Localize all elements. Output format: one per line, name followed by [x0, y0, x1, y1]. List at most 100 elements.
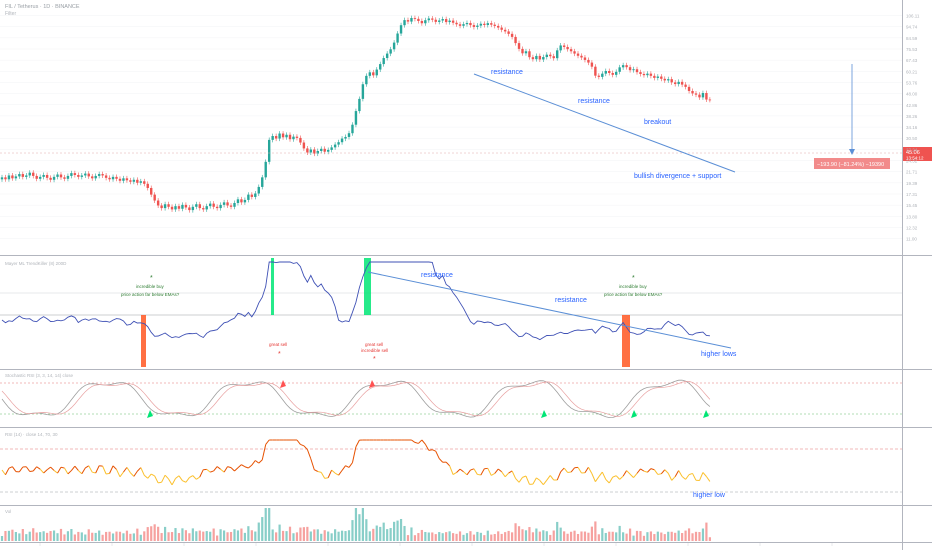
- volume-bar: [209, 532, 211, 541]
- annotation-breakout: breakout: [644, 119, 671, 126]
- candle-body: [296, 137, 298, 138]
- symbol-subtitle: Filter: [5, 11, 16, 17]
- volume-bar: [337, 532, 339, 541]
- volume-bar: [480, 533, 482, 541]
- candle-body: [546, 55, 548, 57]
- candle-body: [417, 19, 419, 21]
- candle-body: [306, 148, 308, 152]
- candle-body: [705, 93, 707, 100]
- volume-bar: [657, 532, 659, 541]
- mayer-buy-2-line1: incredible buy: [619, 284, 648, 289]
- volume-bar: [598, 534, 600, 541]
- candle-body: [535, 56, 537, 59]
- candle-body: [445, 19, 447, 22]
- annotation-resistance-2: resistance: [578, 98, 610, 105]
- price-tick-label: 15.45: [906, 203, 918, 208]
- candle-body: [435, 20, 437, 22]
- volume-bar: [122, 533, 124, 541]
- candle-body: [237, 199, 239, 203]
- volume-bar: [473, 535, 475, 541]
- volume-bar: [32, 528, 34, 541]
- volume-bar: [653, 534, 655, 541]
- candle-body: [407, 20, 409, 21]
- rsi-higher-low: higher low: [693, 492, 726, 499]
- volume-bar: [1, 536, 3, 541]
- candle-body: [240, 199, 242, 202]
- volume-bar: [365, 519, 367, 541]
- price-tick-label: 11.00: [906, 237, 917, 242]
- price-tick-label: 94.74: [906, 25, 918, 30]
- candle-body: [376, 70, 378, 76]
- volume-bar: [532, 532, 534, 541]
- candle-body: [591, 63, 593, 67]
- volume-bar: [688, 528, 690, 541]
- rsi-segment: [477, 474, 480, 475]
- volume-bar: [428, 532, 430, 541]
- volume-bar: [615, 532, 617, 541]
- volume-bar: [584, 532, 586, 541]
- volume-bar: [577, 534, 579, 541]
- volume-bar: [383, 523, 385, 541]
- candle-body: [386, 54, 388, 58]
- candle-body: [441, 19, 443, 20]
- volume-bar: [84, 535, 86, 541]
- volume-bar: [376, 526, 378, 541]
- volume-bar: [605, 533, 607, 541]
- candle-body: [171, 207, 173, 210]
- volume-bar: [567, 534, 569, 541]
- volume-bar: [542, 530, 544, 541]
- price-tick-label: 84.59: [906, 36, 918, 41]
- volume-bar: [154, 524, 156, 541]
- volume-bar: [521, 529, 523, 541]
- mayer-sell-2-marker: *: [373, 356, 376, 363]
- volume-bar: [626, 534, 628, 541]
- volume-bar: [112, 533, 114, 541]
- volume-bar: [8, 531, 10, 541]
- volume-bar: [556, 522, 558, 541]
- volume-bar: [379, 527, 381, 541]
- volume-bar: [213, 529, 215, 541]
- candle-body: [570, 49, 572, 51]
- candle-body: [494, 25, 496, 26]
- volume-bar: [126, 531, 128, 541]
- volume-bar: [573, 531, 575, 541]
- candle-body: [698, 95, 700, 98]
- candle-body: [657, 77, 659, 78]
- candle-body: [70, 173, 72, 176]
- candle-body: [129, 180, 131, 181]
- candle-body: [181, 205, 183, 209]
- volume-bar: [244, 533, 246, 541]
- volume-bar: [95, 533, 97, 541]
- volume-bar: [563, 531, 565, 541]
- volume-bar: [424, 532, 426, 541]
- candle-body: [462, 24, 464, 26]
- candle-body: [292, 137, 294, 140]
- candle-body: [639, 72, 641, 74]
- annotation-resistance-1: resistance: [491, 69, 523, 76]
- volume-bar: [362, 508, 364, 541]
- volume-bar: [431, 532, 433, 541]
- candle-body: [525, 51, 527, 53]
- candle-body: [514, 37, 516, 43]
- volume-bar: [535, 528, 537, 541]
- volume-bar: [351, 520, 353, 541]
- volume-bar: [490, 535, 492, 541]
- candle-body: [320, 149, 322, 151]
- candle-body: [278, 134, 280, 139]
- candle-body: [188, 207, 190, 210]
- volume-bar: [632, 536, 634, 541]
- volume-bar: [639, 531, 641, 541]
- volume-bar: [279, 525, 281, 541]
- volume-bar: [164, 527, 166, 541]
- candle-body: [74, 173, 76, 175]
- volume-bar: [622, 532, 624, 541]
- volume-bar: [445, 532, 447, 541]
- volume-bar: [702, 529, 704, 541]
- volume-bar: [199, 531, 201, 541]
- candle-body: [400, 25, 402, 33]
- volume-bar: [265, 508, 267, 541]
- price-tick-label: 106.11: [906, 14, 920, 19]
- candle-body: [469, 23, 471, 25]
- volume-bar: [546, 531, 548, 541]
